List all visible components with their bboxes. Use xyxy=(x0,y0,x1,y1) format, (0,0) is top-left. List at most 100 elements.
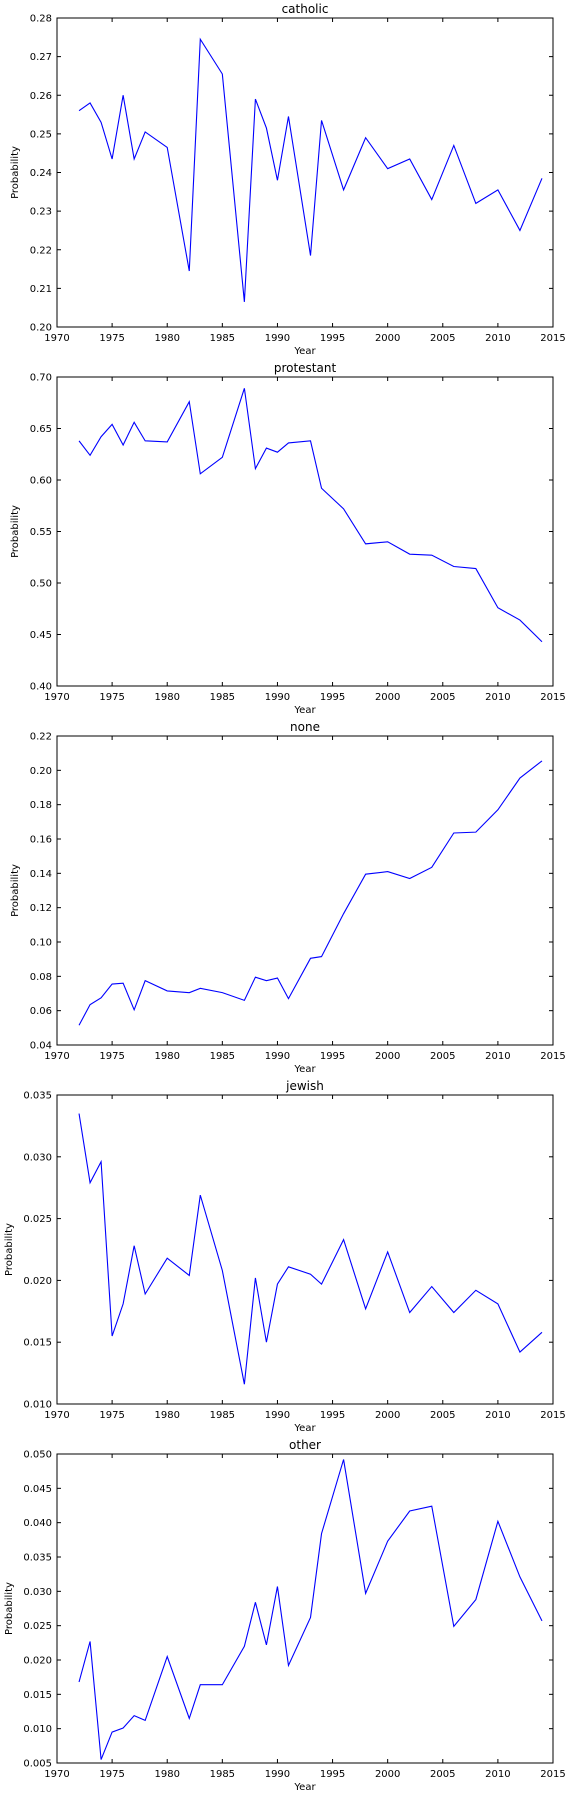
x-tick-label: 1975 xyxy=(99,1769,124,1780)
x-tick-label: 1975 xyxy=(99,333,124,344)
x-tick-label: 2005 xyxy=(430,1051,455,1062)
x-tick-label: 2005 xyxy=(430,333,455,344)
x-axis-label: Year xyxy=(293,1423,316,1434)
y-tick-label: 0.06 xyxy=(30,1006,52,1017)
y-axis-label: Probability xyxy=(10,146,21,199)
y-tick-label: 0.22 xyxy=(30,732,52,743)
x-axis-label: Year xyxy=(293,1064,316,1075)
chart-title: protestant xyxy=(274,361,337,375)
y-tick-label: 0.10 xyxy=(30,938,52,949)
series-line xyxy=(78,760,543,1026)
plot-frame xyxy=(56,1453,554,1764)
x-tick-label: 1980 xyxy=(154,692,179,703)
y-tick-label: 0.010 xyxy=(23,1400,52,1411)
y-tick-label: 0.015 xyxy=(23,1690,52,1701)
y-tick-label: 0.025 xyxy=(23,1621,52,1632)
x-tick-label: 1995 xyxy=(320,1769,345,1780)
x-tick-label: 2015 xyxy=(540,333,565,344)
y-axis-label: Probability xyxy=(4,1223,15,1276)
x-tick-label: 2015 xyxy=(540,692,565,703)
x-tick-label: 1980 xyxy=(154,1051,179,1062)
y-tick-label: 0.25 xyxy=(30,129,52,140)
series-line xyxy=(78,37,543,302)
y-tick-label: 0.14 xyxy=(30,869,52,880)
y-tick-label: 0.40 xyxy=(30,682,52,693)
y-tick-label: 0.045 xyxy=(23,1484,52,1495)
y-tick-label: 0.24 xyxy=(30,168,52,179)
x-tick-label: 2010 xyxy=(485,1410,510,1421)
series-line xyxy=(78,388,543,643)
y-axis-label: Probability xyxy=(10,864,21,917)
plot-frame xyxy=(56,735,554,1046)
x-tick-label: 2000 xyxy=(375,1051,400,1062)
x-tick-label: 1995 xyxy=(320,1051,345,1062)
plot-frame xyxy=(56,1094,554,1405)
x-tick-label: 1985 xyxy=(210,1769,235,1780)
x-axis-label: Year xyxy=(293,346,316,357)
x-tick-label: 2010 xyxy=(485,1051,510,1062)
plot-frame xyxy=(56,17,554,328)
x-tick-label: 1995 xyxy=(320,692,345,703)
y-tick-label: 0.08 xyxy=(30,972,52,983)
chart-protestant: protestant 1970 1975 1980 1985 1990 1995 2000 20… xyxy=(10,361,566,716)
y-tick-label: 0.04 xyxy=(30,1041,52,1052)
x-tick-label: 2010 xyxy=(485,1769,510,1780)
y-tick-label: 0.21 xyxy=(30,284,52,295)
y-tick-label: 0.70 xyxy=(30,373,52,384)
plot-frame xyxy=(56,376,554,687)
y-tick-label: 0.020 xyxy=(23,1656,52,1667)
x-tick-label: 1995 xyxy=(320,1410,345,1421)
x-tick-label: 1975 xyxy=(99,1410,124,1421)
y-tick-label: 0.60 xyxy=(30,476,52,487)
y-tick-label: 0.020 xyxy=(23,1276,52,1287)
x-tick-label: 2010 xyxy=(485,333,510,344)
y-tick-label: 0.28 xyxy=(30,14,52,25)
x-axis-label: Year xyxy=(293,705,316,716)
x-tick-label: 1990 xyxy=(265,1769,290,1780)
y-tick-label: 0.050 xyxy=(23,1450,52,1461)
x-tick-label: 2005 xyxy=(430,1410,455,1421)
chart-none: none 1970 1975 1980 1985 1990 1995 2000 2005 2010… xyxy=(10,720,566,1075)
x-tick-label: 2015 xyxy=(540,1769,565,1780)
x-tick-label: 1985 xyxy=(210,1051,235,1062)
y-tick-label: 0.18 xyxy=(30,800,52,811)
chart-catholic: catholic 1970 1975 1980 1985 1990 1995 2000 2005… xyxy=(10,2,566,357)
x-tick-label: 1990 xyxy=(265,1410,290,1421)
y-tick-label: 0.26 xyxy=(30,91,52,102)
x-tick-label: 2015 xyxy=(540,1410,565,1421)
x-tick-label: 1990 xyxy=(265,333,290,344)
y-tick-label: 0.65 xyxy=(30,424,52,435)
chart-jewish: jewish 1970 1975 1980 1985 1990 1995 2000 2005 20… xyxy=(4,1079,566,1434)
y-tick-label: 0.45 xyxy=(30,630,52,641)
y-tick-label: 0.005 xyxy=(23,1759,52,1770)
chart-title: jewish xyxy=(285,1079,324,1093)
x-tick-label: 1970 xyxy=(44,333,69,344)
x-tick-label: 2000 xyxy=(375,1769,400,1780)
x-tick-label: 2015 xyxy=(540,1051,565,1062)
y-tick-label: 0.50 xyxy=(30,579,52,590)
x-tick-label: 1980 xyxy=(154,1410,179,1421)
x-tick-label: 2000 xyxy=(375,333,400,344)
x-tick-label: 2005 xyxy=(430,692,455,703)
x-tick-label: 1975 xyxy=(99,692,124,703)
y-tick-label: 0.015 xyxy=(23,1338,52,1349)
series-line xyxy=(78,1459,543,1760)
chart-title: none xyxy=(290,720,320,734)
x-tick-label: 1980 xyxy=(154,1769,179,1780)
x-tick-label: 1970 xyxy=(44,692,69,703)
y-tick-label: 0.20 xyxy=(30,766,52,777)
chart-other: other 1970 1975 1980 1985 1990 1995 2000 2005 201… xyxy=(4,1438,566,1793)
x-tick-label: 1980 xyxy=(154,333,179,344)
x-tick-label: 1970 xyxy=(44,1051,69,1062)
y-tick-label: 0.22 xyxy=(30,245,52,256)
y-tick-label: 0.55 xyxy=(30,527,52,538)
chart-title: catholic xyxy=(282,2,329,16)
x-tick-label: 1995 xyxy=(320,333,345,344)
x-tick-label: 2000 xyxy=(375,692,400,703)
y-tick-label: 0.035 xyxy=(23,1091,52,1102)
series-line xyxy=(78,1113,543,1385)
x-tick-label: 1990 xyxy=(265,692,290,703)
y-tick-label: 0.16 xyxy=(30,835,52,846)
x-tick-label: 1985 xyxy=(210,333,235,344)
